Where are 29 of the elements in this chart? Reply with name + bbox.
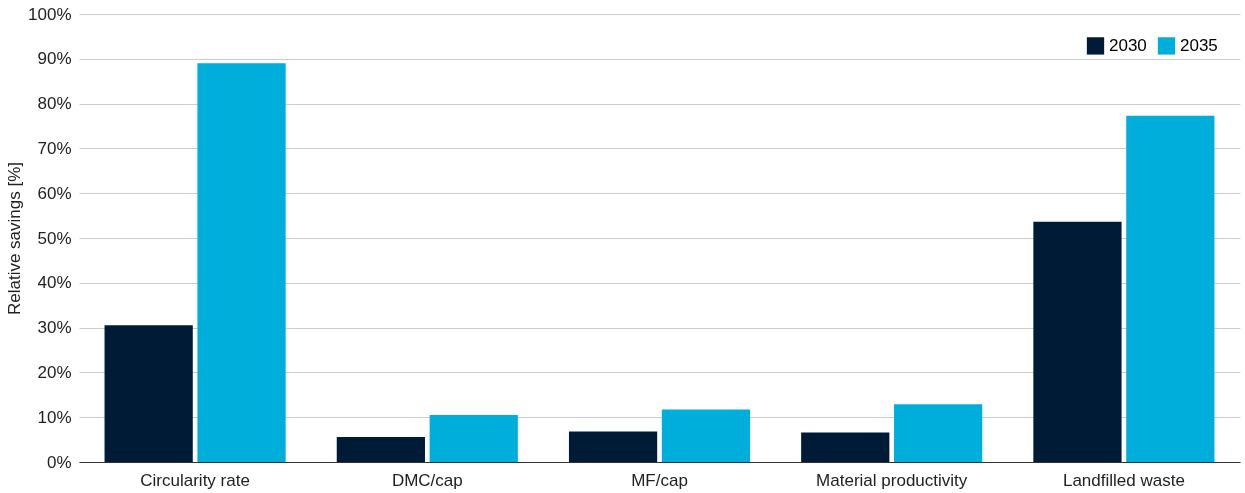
y-tick-label: 10% xyxy=(37,407,72,427)
bar xyxy=(801,432,890,462)
bar xyxy=(197,63,286,462)
y-tick-label: 80% xyxy=(37,94,72,114)
legend-label: 2035 xyxy=(1180,35,1218,55)
y-tick-label: 100% xyxy=(28,4,72,24)
y-tick-label: 40% xyxy=(37,273,72,293)
y-tick-label: 70% xyxy=(37,138,72,158)
x-tick-label: Material productivity xyxy=(816,470,968,490)
bar xyxy=(894,404,983,462)
bar xyxy=(1033,221,1122,462)
bar xyxy=(429,414,518,462)
bar xyxy=(336,436,425,462)
x-tick-label: Circularity rate xyxy=(140,470,250,490)
y-axis-title: Relative savings [%] xyxy=(5,161,25,316)
y-tick-label: 90% xyxy=(37,49,72,69)
bar xyxy=(104,325,193,462)
x-tick-label: Landfilled waste xyxy=(1062,470,1185,490)
bar xyxy=(1126,115,1215,462)
y-tick-label: 20% xyxy=(37,362,72,382)
y-tick-label: 30% xyxy=(37,318,72,338)
y-tick-label: 60% xyxy=(37,183,72,203)
y-tick-label: 50% xyxy=(37,228,72,248)
x-tick-label: DMC/cap xyxy=(391,470,463,490)
legend-label: 2030 xyxy=(1109,35,1147,55)
bar xyxy=(568,431,658,462)
bar xyxy=(661,409,751,462)
x-tick-label: MF/cap xyxy=(631,470,688,490)
y-tick-label: 0% xyxy=(46,452,72,472)
